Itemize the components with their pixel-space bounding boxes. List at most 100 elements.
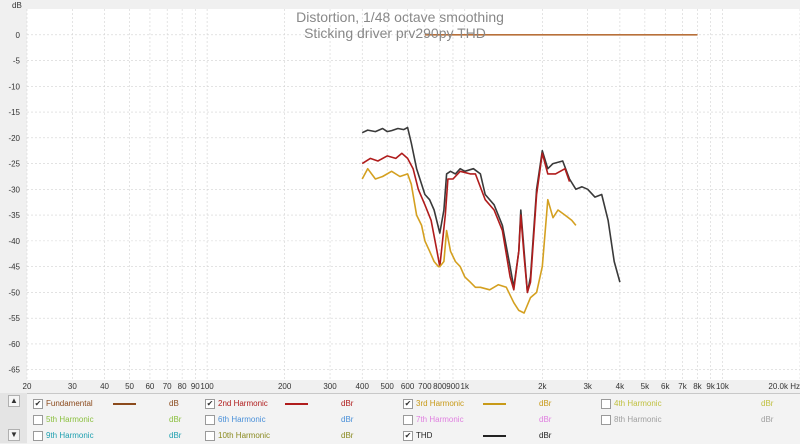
distortion-chart: 0-5-10-15-20-25-30-35-40-45-50-55-60-65 … [8,1,800,391]
x-tick-label: 1k [461,382,470,391]
x-tick-label: 2k [538,382,547,391]
series-3rd-harmonic [361,167,577,314]
legend-unit: dBr [341,399,354,408]
x-tick-label: 80 [178,382,187,391]
series-thd [361,126,621,294]
x-tick-label: 700 [418,382,432,391]
2nd-harmonic-checkbox[interactable]: ✔ [205,399,215,409]
7th-harmonic-checkbox[interactable] [403,415,413,425]
legend-swatch [113,403,136,405]
legend-swatch [483,403,506,405]
grid [26,9,800,380]
x-tick-label: 100 [200,382,214,391]
y-tick-label: -45 [8,263,20,272]
x-tick-label: 3k [583,382,592,391]
legend-unit: dBr [539,431,552,440]
scroll-down-icon[interactable]: ▼ [8,429,20,441]
5th-harmonic-checkbox[interactable] [33,415,43,425]
y-tick-label: 0 [16,31,21,40]
x-tick-label: 900 [446,382,460,391]
x-tick-label: 6k [661,382,670,391]
legend-unit: dBr [341,415,354,424]
legend-item-8th-harmonic[interactable]: 8th Harmonic dBr [601,412,791,427]
y-tick-label: -20 [8,134,20,143]
x-tick-label: 10k [716,382,730,391]
chart-title: Distortion, 1/48 octave smoothing [296,9,504,25]
x-tick-label: 7k [678,382,687,391]
4th-harmonic-checkbox[interactable] [601,399,611,409]
10th-harmonic-checkbox[interactable] [205,431,215,441]
y-tick-label: -5 [13,57,21,66]
legend-unit: dBr [169,415,182,424]
x-tick-label: 90 [191,382,200,391]
legend-label: 4th Harmonic [614,399,662,408]
series-2nd-harmonic [361,152,571,294]
legend-item-2nd-harmonic[interactable]: ✔ 2nd Harmonic dBr [205,396,395,411]
chart-subtitle: Sticking driver prv290py THD [304,25,486,41]
x-tick-label: 70 [163,382,172,391]
x-tick-label: 30 [68,382,77,391]
legend-label: Fundamental [46,399,93,408]
legend-item-7th-harmonic[interactable]: 7th Harmonic dBr [403,412,593,427]
legend-panel: ✔ Fundamental dB ✔ 2nd Harmonic dBr ✔ 3r… [27,393,800,444]
legend-label: 5th Harmonic [46,415,94,424]
legend-label: THD [416,431,433,440]
x-tick-label: 800 [433,382,447,391]
legend-unit: dBr [539,399,552,408]
legend-item-5th-harmonic[interactable]: 5th Harmonic dBr [33,412,223,427]
y-tick-label: -55 [8,314,20,323]
legend-scrollbar[interactable]: ▲ ▼ [0,393,28,443]
y-tick-label: -40 [8,237,20,246]
legend-item-10th-harmonic[interactable]: 10th Harmonic dBr [205,428,395,443]
legend-unit: dBr [761,399,774,408]
y-tick-label: -50 [8,288,20,297]
3rd-harmonic-checkbox[interactable]: ✔ [403,399,413,409]
legend-item-fundamental[interactable]: ✔ Fundamental dB [33,396,223,411]
legend-item-4th-harmonic[interactable]: 4th Harmonic dBr [601,396,791,411]
x-tick-label: 9k [706,382,715,391]
series-lines [361,34,698,314]
x-tick-label: 300 [323,382,337,391]
x-tick-label: 20.0k Hz [768,382,800,391]
y-tick-label: -25 [8,160,20,169]
legend-swatch [285,403,308,405]
legend-unit: dBr [761,415,774,424]
legend-unit: dB [169,399,179,408]
legend-label: 9th Harmonic [46,431,94,440]
legend-label: 3rd Harmonic [416,399,465,408]
x-tick-label: 4k [616,382,625,391]
y-tick-label: -15 [8,108,20,117]
legend-label: 7th Harmonic [416,415,464,424]
x-tick-label: 60 [145,382,154,391]
thd-checkbox[interactable]: ✔ [403,431,413,441]
x-tick-label: 20 [23,382,32,391]
legend-label: 10th Harmonic [218,431,271,440]
legend-item-thd[interactable]: ✔ THD dBr [403,428,593,443]
x-tick-label: 400 [356,382,370,391]
scroll-up-icon[interactable]: ▲ [8,395,20,407]
legend-label: 2nd Harmonic [218,399,268,408]
fundamental-checkbox[interactable]: ✔ [33,399,43,409]
x-tick-label: 8k [693,382,702,391]
9th-harmonic-checkbox[interactable] [33,431,43,441]
x-tick-label: 200 [278,382,292,391]
y-axis-ticks: 0 -5 -10 -15 -20 -25 -30 -35 -40 -45 -50 -55 -60 -65 [8,31,20,375]
y-tick-label: -60 [8,340,20,349]
x-tick-label: 40 [100,382,109,391]
legend-item-9th-harmonic[interactable]: 9th Harmonic dBr [33,428,223,443]
legend-unit: dBr [539,415,552,424]
8th-harmonic-checkbox[interactable] [601,415,611,425]
y-tick-label: -35 [8,211,20,220]
legend-swatch [483,435,506,437]
legend-item-3rd-harmonic[interactable]: ✔ 3rd Harmonic dBr [403,396,593,411]
y-tick-label: -30 [8,185,20,194]
y-tick-label: -10 [8,82,20,91]
legend-label: 6th Harmonic [218,415,266,424]
legend-unit: dBr [169,431,182,440]
x-tick-label: 5k [641,382,650,391]
x-tick-label: 50 [125,382,134,391]
x-tick-label: 500 [381,382,395,391]
6th-harmonic-checkbox[interactable] [205,415,215,425]
legend-item-6th-harmonic[interactable]: 6th Harmonic dBr [205,412,395,427]
x-axis-ticks: 20 30 40 50 60 70 80 90 100 200 300 400 500 600 700 800… [23,382,800,391]
